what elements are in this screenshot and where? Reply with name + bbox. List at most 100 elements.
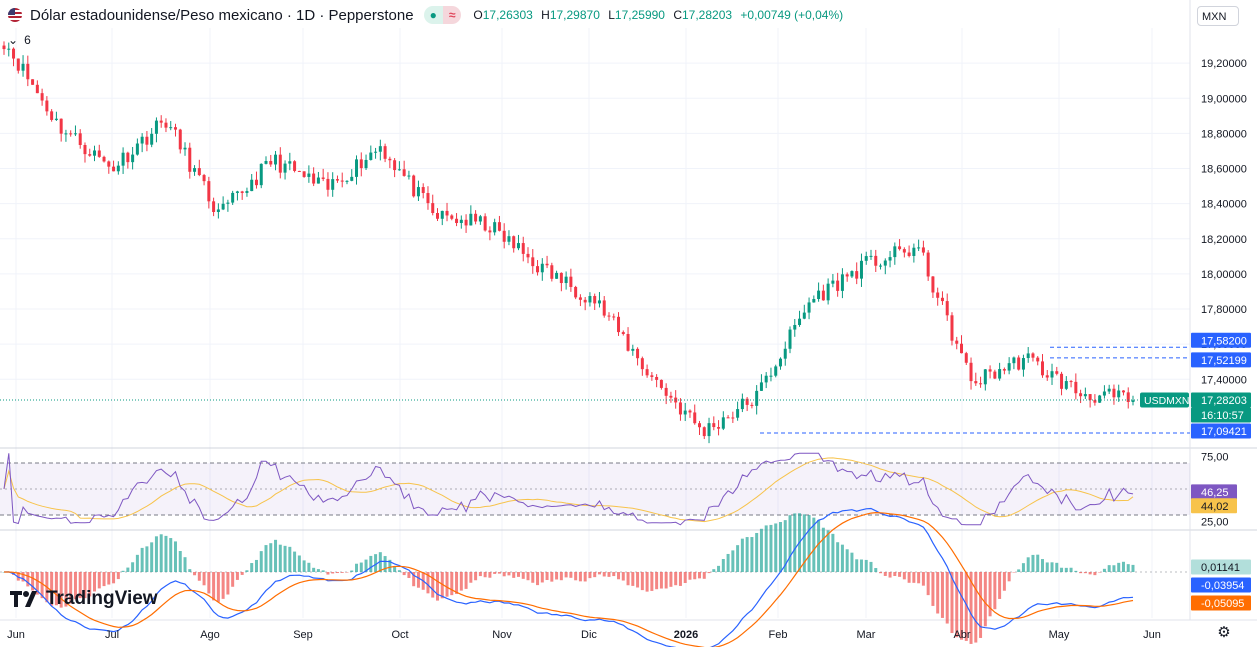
candle-body	[569, 276, 573, 287]
candle-body	[69, 133, 73, 135]
macd-bar	[169, 538, 173, 572]
tradingview-logo[interactable]: TradingView	[10, 588, 158, 610]
candle-body	[836, 280, 840, 291]
candle-body	[126, 152, 130, 163]
candle-body	[1131, 400, 1135, 402]
settings-gear-icon[interactable]: ⚙	[1217, 624, 1231, 641]
candle-body	[21, 63, 25, 71]
macd-bar	[369, 555, 373, 572]
candle-body	[1079, 393, 1083, 397]
price-tick-label: 18,40000	[1201, 199, 1247, 211]
macd-bar	[855, 559, 859, 572]
macd-bar	[131, 562, 135, 572]
candle-body	[159, 120, 163, 123]
macd-bar	[1050, 562, 1054, 572]
macd-bar	[50, 572, 54, 606]
macd-bar	[40, 572, 44, 599]
candle-body	[726, 417, 730, 419]
macd-bar	[350, 570, 354, 572]
candle-body	[7, 48, 11, 50]
symbol-title[interactable]: Dólar estadounidense/Peso mexicano · 1D …	[30, 6, 414, 24]
candle-body	[907, 252, 911, 256]
candle-body	[564, 276, 568, 284]
rsi-line	[3, 452, 1134, 526]
wave-icon[interactable]: ≈	[442, 6, 462, 24]
candle-body	[116, 165, 120, 172]
macd-bar	[26, 572, 30, 587]
candle-body	[464, 219, 468, 226]
buy-sell-toggle[interactable]: ● ≈	[423, 6, 462, 24]
macd-bar	[107, 572, 111, 585]
candle-body	[902, 249, 906, 253]
macd-bar	[993, 572, 997, 610]
symbol-tag-badge	[1140, 392, 1189, 408]
macd-bar	[1088, 572, 1092, 575]
candle-body	[350, 176, 354, 181]
candle-body	[1093, 400, 1097, 403]
candle-body	[702, 427, 706, 437]
macd-bar	[836, 542, 840, 572]
macd-bar	[312, 567, 316, 572]
macd-bar	[755, 532, 759, 572]
candle-body	[288, 161, 292, 164]
candle-body	[340, 180, 344, 182]
macd-bar	[1036, 554, 1040, 572]
candle-body	[31, 79, 35, 85]
candle-body	[426, 193, 430, 204]
macd-bar	[355, 563, 359, 572]
macd-bar	[859, 559, 863, 572]
macd-histogram	[2, 513, 1135, 644]
candle-body	[326, 178, 330, 190]
countdown-price-badge	[1191, 407, 1251, 423]
macd-bar	[650, 572, 654, 591]
macd-bar	[917, 572, 921, 584]
macd-bar	[73, 572, 77, 600]
rsi-tick-label: 25,00	[1201, 517, 1229, 529]
candle-body	[988, 369, 992, 372]
dot-icon[interactable]: ●	[423, 6, 443, 24]
candle-body	[1007, 363, 1011, 371]
level-price-badge	[1191, 352, 1251, 368]
macd-bar	[226, 572, 230, 595]
macd-bar	[559, 572, 563, 581]
macd-bar	[712, 569, 716, 572]
candle-body	[1074, 381, 1078, 394]
macd-value-label: 0,01141	[1201, 562, 1240, 574]
macd-bar	[150, 542, 154, 572]
macd-bar	[455, 572, 459, 594]
candle-body	[798, 318, 802, 325]
candle-body	[921, 247, 925, 253]
macd-bar	[345, 572, 349, 573]
open-value: 17,26303	[482, 8, 533, 22]
candle-body	[1045, 375, 1049, 378]
candle-body	[960, 343, 964, 354]
candle-body	[293, 161, 297, 171]
indicators-toggle[interactable]: ⌄ 6	[8, 33, 31, 47]
candle-body	[374, 151, 378, 153]
currency-selector[interactable]: MXN	[1197, 6, 1239, 26]
candle-body	[917, 247, 921, 249]
macd-bar	[702, 572, 706, 579]
macd-bar	[245, 570, 249, 572]
candle-body	[88, 154, 92, 156]
candle-body	[297, 170, 301, 172]
candle-body	[431, 203, 435, 214]
candle-body	[335, 179, 339, 181]
chevron-down-icon[interactable]: ⌄	[8, 33, 19, 47]
time-tick-label: Jun	[7, 629, 25, 641]
indicator-count: 6	[24, 33, 31, 47]
macd-value-badge	[1191, 595, 1251, 611]
macd-bar	[1126, 564, 1130, 572]
candle-body	[97, 150, 101, 157]
candle-body	[631, 348, 635, 351]
candle-body	[40, 93, 44, 101]
candle-body	[759, 382, 763, 391]
time-tick-label: Sep	[293, 629, 313, 641]
macd-bar	[302, 560, 306, 572]
macd-bar	[435, 572, 439, 601]
macd-bar	[159, 534, 163, 572]
candle-body	[278, 154, 282, 173]
candle-body	[1102, 391, 1106, 396]
macd-bar	[588, 572, 592, 579]
